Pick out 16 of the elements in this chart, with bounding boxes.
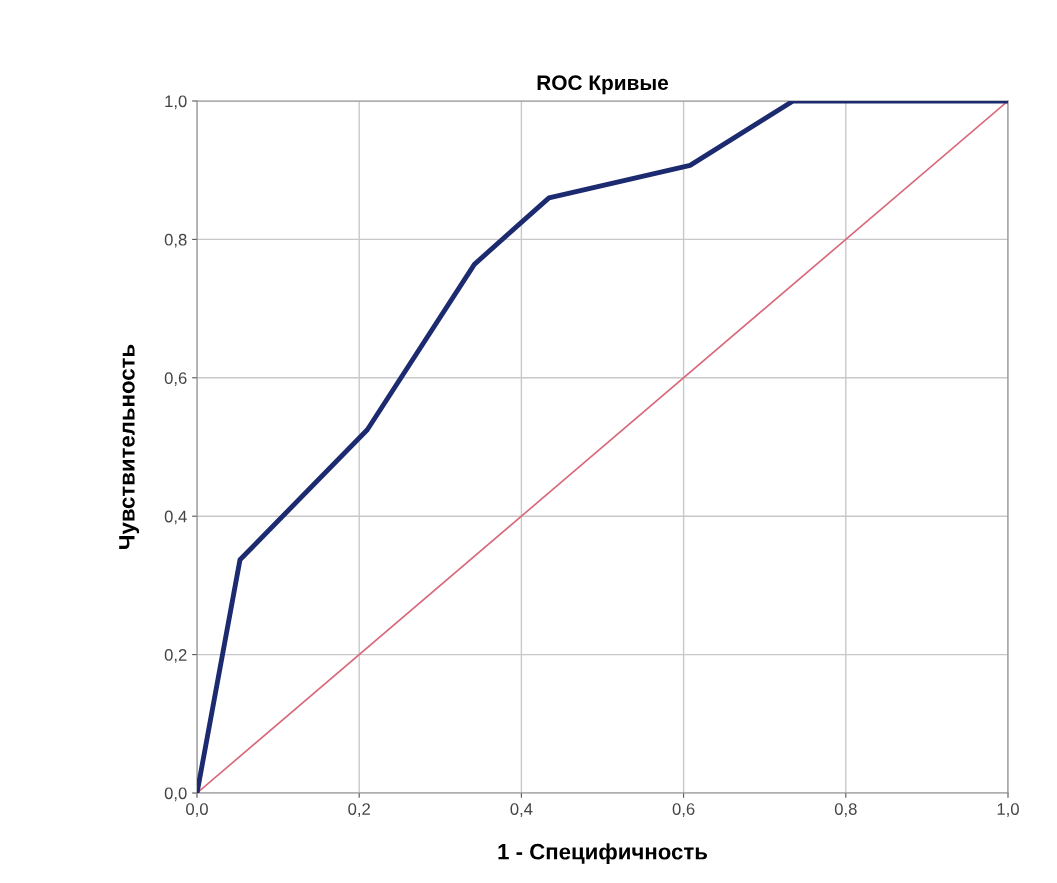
x-tick-label: 0,2: [348, 803, 370, 817]
x-tick-label: 0,4: [510, 803, 533, 817]
y-tick-label: 0,2: [164, 649, 187, 663]
line-series: [197, 101, 1008, 793]
x-axis-title: 1 - Специфичность: [498, 843, 708, 864]
x-tick-label: 0,6: [672, 803, 695, 817]
y-tick-label: 0,4: [164, 510, 187, 525]
x-tick-label: 0,0: [186, 803, 208, 817]
chart-title: ROC Кривые: [537, 75, 669, 95]
y-tick-label: 0,0: [164, 787, 187, 802]
y-tick-label: 0,6: [164, 372, 187, 386]
x-tick-label: 0,8: [834, 803, 857, 817]
x-tick-label: 1,0: [997, 803, 1019, 817]
y-tick-label: 0,8: [164, 233, 187, 248]
y-axis-title: Чувствительность: [119, 344, 140, 549]
y-tick-label: 1,0: [165, 95, 187, 110]
